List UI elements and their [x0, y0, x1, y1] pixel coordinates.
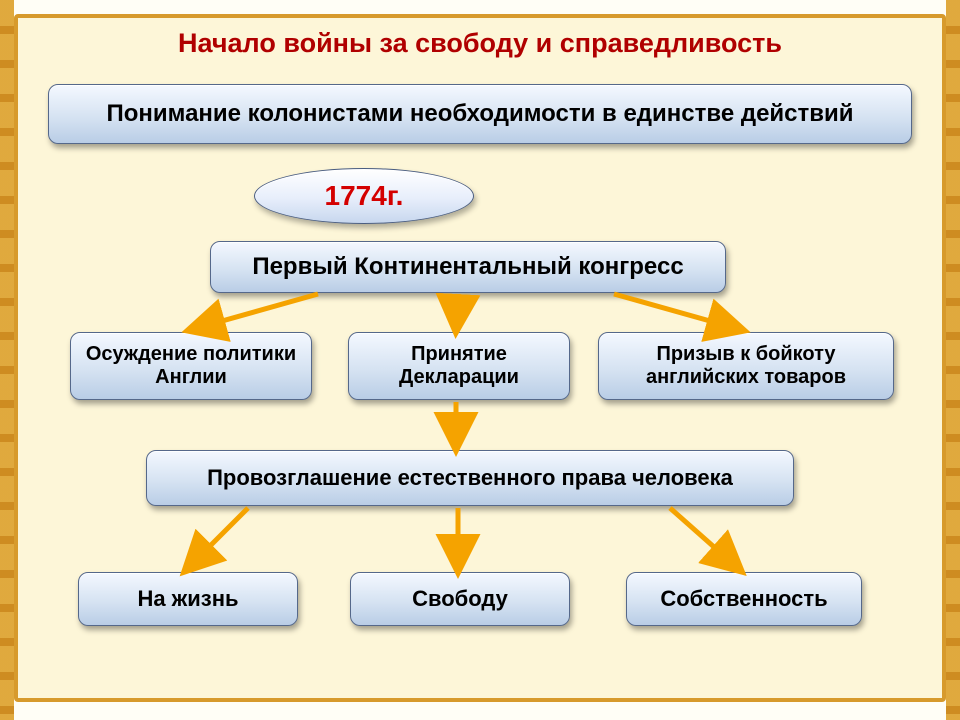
node-congress: Первый Континентальный конгресс	[210, 241, 726, 293]
node-boycott: Призыв к бойкоту английских товаров	[598, 332, 894, 400]
node-rights: Провозглашение естественного права челов…	[146, 450, 794, 506]
slide-outer: Начало войны за свободу и справедливость…	[0, 0, 960, 720]
node-freedom: Свободу	[350, 572, 570, 626]
node-declaration: Принятие Декларации	[348, 332, 570, 400]
node-life: На жизнь	[78, 572, 298, 626]
node-year: 1774г.	[254, 168, 474, 224]
node-condemnation: Осуждение политики Англии	[70, 332, 312, 400]
node-property: Собственность	[626, 572, 862, 626]
node-understanding: Понимание колонистами необходимости в ед…	[48, 84, 912, 144]
slide-title: Начало войны за свободу и справедливость	[18, 18, 942, 59]
slide-frame: Начало войны за свободу и справедливость…	[14, 14, 946, 702]
